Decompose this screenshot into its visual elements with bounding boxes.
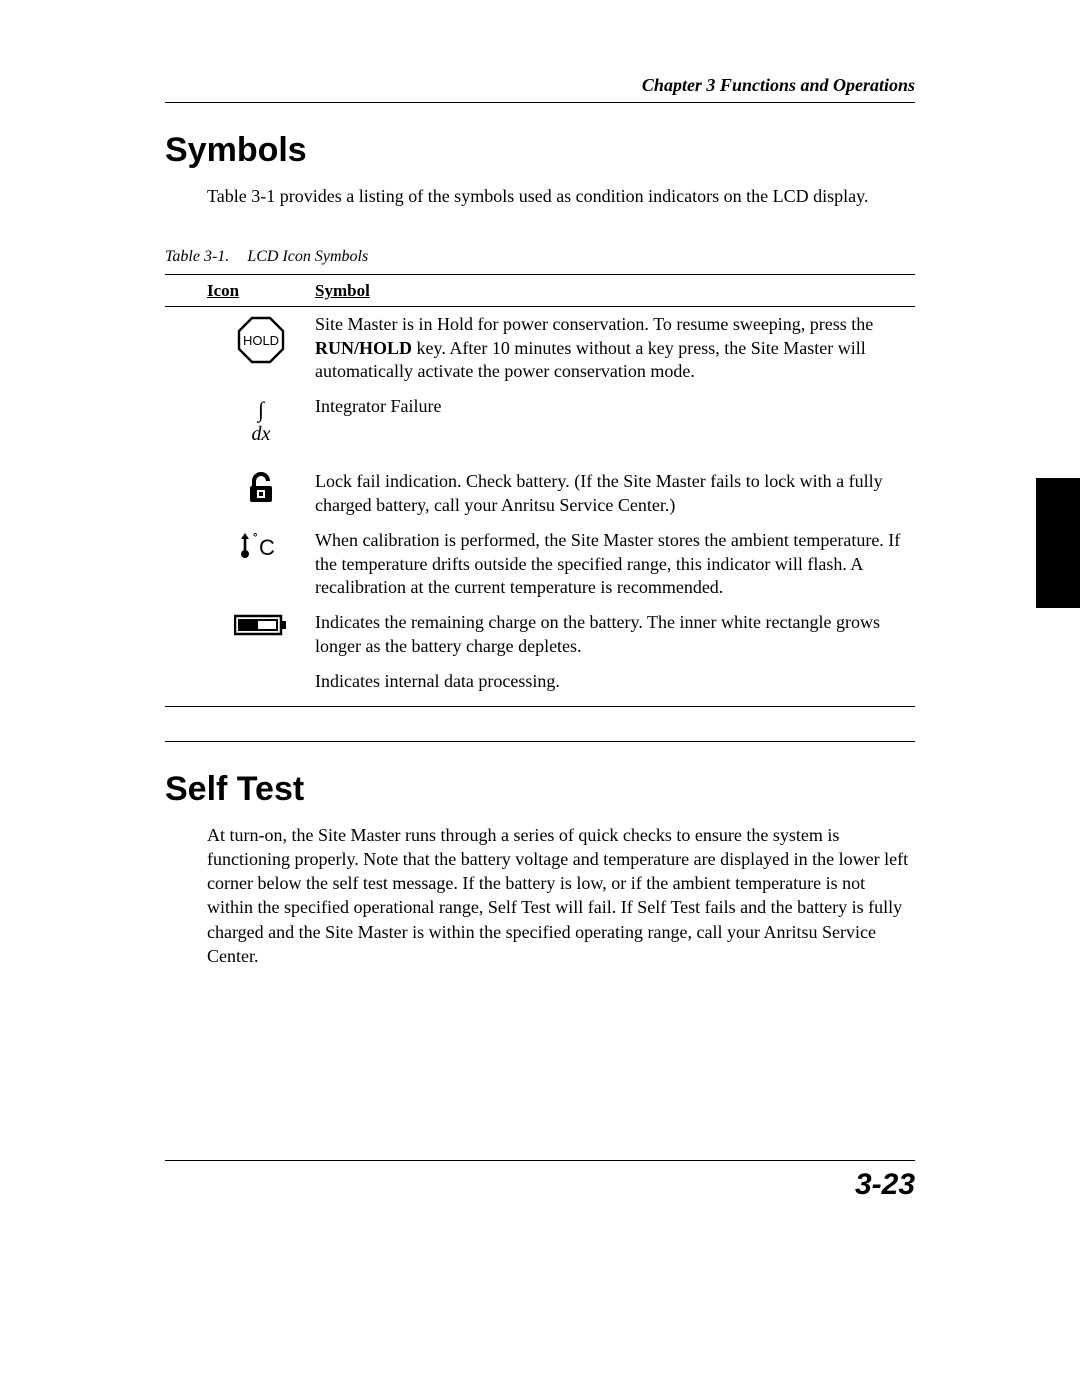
hold-icon: HOLD	[165, 313, 315, 383]
temperature-icon: ° C	[165, 529, 315, 599]
table-header-row: Icon Symbol	[165, 274, 915, 307]
table-row: ∫ dx Integrator Failure	[165, 389, 915, 452]
processing-icon	[165, 670, 315, 693]
hold-description: Site Master is in Hold for power conserv…	[315, 313, 915, 383]
svg-text:C: C	[259, 535, 275, 560]
table-row: Indicates the remaining charge on the ba…	[165, 605, 915, 664]
running-head: Chapter 3 Functions and Operations	[165, 75, 915, 103]
text: Site Master is in Hold for power conserv…	[315, 314, 873, 334]
table-row: HOLD Site Master is in Hold for power co…	[165, 307, 915, 389]
section-divider	[165, 741, 915, 742]
battery-icon	[165, 611, 315, 658]
table-header-symbol: Symbol	[315, 281, 915, 301]
table-caption: Table 3-1. LCD Icon Symbols	[165, 248, 915, 266]
lock-icon	[165, 470, 315, 517]
svg-text:HOLD: HOLD	[243, 333, 279, 348]
table-row: ° C When calibration is performed, the S…	[165, 523, 915, 605]
integrator-icon: ∫ dx	[165, 395, 315, 446]
run-hold-key-label: RUN/HOLD	[315, 338, 412, 358]
table-row: Lock fail indication. Check battery. (If…	[165, 452, 915, 523]
symbol-table: Icon Symbol HOLD Site Master is in Hold …	[165, 274, 915, 706]
section-heading-selftest: Self Test	[165, 770, 915, 809]
section-heading-symbols: Symbols	[165, 131, 915, 170]
svg-text:°: °	[253, 532, 257, 544]
table-row: Indicates internal data processing.	[165, 664, 915, 699]
table-header-icon: Icon	[165, 281, 315, 301]
battery-description: Indicates the remaining charge on the ba…	[315, 611, 915, 658]
page-number: 3-23	[855, 1168, 915, 1202]
integrator-description: Integrator Failure	[315, 395, 915, 446]
processing-description: Indicates internal data processing.	[315, 670, 915, 693]
selftest-body-text: At turn-on, the Site Master runs through…	[207, 823, 915, 969]
footer-rule	[165, 1160, 915, 1161]
table-caption-number: Table 3-1.	[165, 248, 229, 265]
table-caption-title: LCD Icon Symbols	[247, 248, 368, 265]
thumb-tab	[1036, 478, 1080, 608]
symbols-intro-text: Table 3-1 provides a listing of the symb…	[207, 184, 915, 208]
page-content: Chapter 3 Functions and Operations Symbo…	[165, 75, 915, 968]
lock-description: Lock fail indication. Check battery. (If…	[315, 470, 915, 517]
integral-sign: ∫	[258, 397, 264, 423]
table-bottom-rule	[165, 706, 915, 707]
temperature-description: When calibration is performed, the Site …	[315, 529, 915, 599]
integrator-dx-label: dx	[236, 423, 286, 446]
